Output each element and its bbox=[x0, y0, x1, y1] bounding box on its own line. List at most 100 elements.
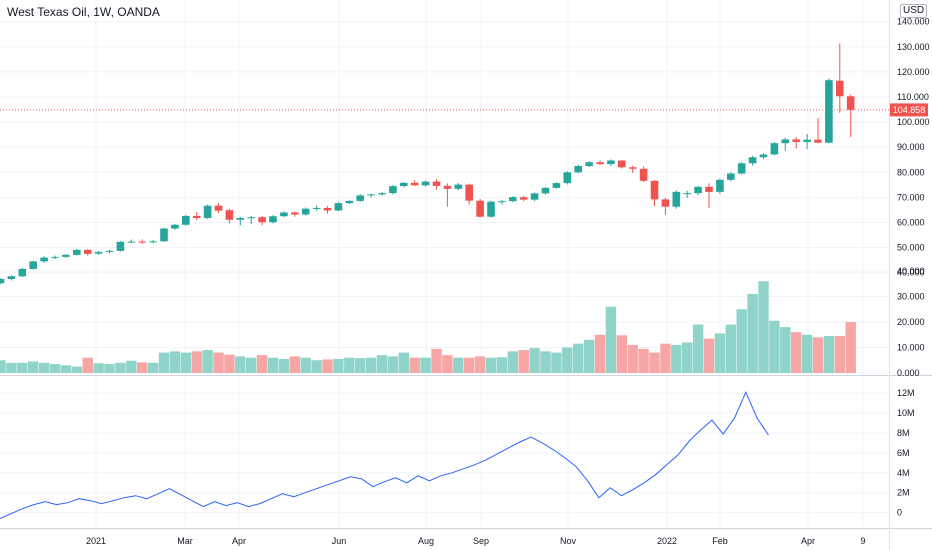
candle-body bbox=[727, 173, 735, 180]
candle-body bbox=[160, 228, 168, 242]
time-tick-label: 2022 bbox=[657, 536, 677, 546]
volume-bar bbox=[605, 306, 617, 373]
candle-body bbox=[291, 212, 299, 215]
candle-body bbox=[214, 205, 223, 211]
volume-bar bbox=[38, 362, 50, 373]
candle-body bbox=[563, 172, 572, 184]
candle-body bbox=[476, 200, 484, 217]
candle-body bbox=[585, 162, 593, 167]
candle-body bbox=[62, 254, 70, 257]
candle-body bbox=[51, 256, 59, 258]
chart-grid bbox=[0, 0, 889, 528]
volume-bar bbox=[583, 339, 595, 373]
volume-bar bbox=[6, 362, 17, 373]
candle-body bbox=[759, 154, 768, 158]
candle-body bbox=[465, 184, 473, 201]
candle-body bbox=[618, 160, 626, 168]
candle-body bbox=[694, 186, 702, 194]
candle-body bbox=[432, 181, 441, 186]
volume-bar bbox=[529, 348, 540, 373]
volume-bar bbox=[453, 357, 464, 373]
volume-bar bbox=[431, 348, 442, 373]
volume-bar bbox=[801, 334, 813, 373]
volume-bar bbox=[692, 324, 704, 373]
volume-bar bbox=[93, 363, 104, 373]
volume-bar bbox=[594, 334, 606, 373]
volume-tick-label: 40.000 bbox=[897, 266, 925, 276]
candle-body bbox=[138, 241, 146, 243]
volume-bar bbox=[300, 357, 311, 373]
volume-bar bbox=[780, 327, 791, 373]
candle-body bbox=[269, 216, 277, 223]
volume-bar bbox=[671, 344, 682, 373]
volume-bar bbox=[812, 337, 824, 373]
indicator-tick-label: 12M bbox=[897, 388, 915, 398]
volume-bar bbox=[616, 335, 627, 373]
price-tick-label: 120.000 bbox=[897, 67, 930, 77]
volume-bar bbox=[49, 364, 61, 373]
price-tick-label: 50.000 bbox=[897, 243, 925, 253]
price-tick-label: 90.000 bbox=[897, 142, 925, 152]
price-tick-label: 140.000 bbox=[897, 17, 930, 27]
volume-bar bbox=[322, 359, 333, 373]
candle-body bbox=[182, 215, 190, 225]
candle-body bbox=[421, 181, 430, 186]
volume-bar bbox=[485, 357, 497, 373]
volume-bar bbox=[518, 350, 529, 373]
time-tick-label: Aug bbox=[418, 536, 434, 546]
candle-body bbox=[29, 261, 37, 269]
candle-body bbox=[236, 217, 245, 220]
volume-bar bbox=[496, 357, 508, 373]
volume-tick-label: 10.000 bbox=[897, 343, 925, 353]
candle-body bbox=[737, 163, 746, 174]
volume-bar bbox=[344, 357, 355, 373]
volume-bar bbox=[191, 351, 202, 373]
indicator-tick-label: 0 bbox=[897, 508, 902, 518]
volume-bar bbox=[442, 355, 453, 373]
currency-badge[interactable]: USD bbox=[900, 4, 928, 18]
candle-body bbox=[748, 157, 757, 164]
volume-bar bbox=[104, 364, 115, 373]
candle-body bbox=[803, 139, 811, 142]
volume-bar bbox=[573, 343, 584, 373]
candle-body bbox=[247, 217, 255, 219]
volume-bar bbox=[126, 360, 137, 373]
time-tick-label: Feb bbox=[712, 536, 728, 546]
volume-bar bbox=[256, 355, 268, 373]
volume-bar bbox=[17, 362, 28, 373]
price-tick-label: 60.000 bbox=[897, 218, 925, 228]
candle-body bbox=[400, 182, 408, 187]
candle-body bbox=[83, 249, 92, 254]
price-tick-label: 130.000 bbox=[897, 42, 930, 52]
volume-bar bbox=[638, 348, 649, 373]
candle-body bbox=[280, 212, 288, 217]
volume-bar bbox=[823, 336, 835, 373]
candle-body bbox=[519, 197, 528, 200]
volume-bar bbox=[169, 351, 181, 373]
volume-bar bbox=[747, 293, 758, 373]
volume-bar bbox=[158, 352, 170, 373]
volume-bar bbox=[714, 333, 726, 373]
volume-bar bbox=[562, 347, 573, 373]
candle-body bbox=[410, 182, 419, 186]
candle-body bbox=[661, 199, 670, 207]
volume-bar bbox=[420, 357, 431, 373]
candle-body bbox=[781, 139, 790, 144]
volume-bar bbox=[180, 352, 191, 373]
volume-bar bbox=[409, 357, 420, 373]
candle-body bbox=[814, 139, 822, 143]
candle-body bbox=[94, 251, 103, 254]
candle-body bbox=[73, 249, 81, 255]
volume-bars bbox=[0, 281, 856, 373]
volume-bar bbox=[540, 351, 551, 373]
candlesticks bbox=[0, 43, 855, 284]
candle-body bbox=[40, 257, 48, 262]
volume-bar bbox=[845, 322, 856, 373]
candle-body bbox=[334, 203, 343, 211]
volume-axis: 40.000 30.000 20.000 10.000 0.000 bbox=[897, 266, 925, 378]
candle-body bbox=[323, 207, 332, 211]
chart-title: West Texas Oil, 1W, OANDA bbox=[7, 5, 160, 19]
candle-body bbox=[683, 193, 691, 195]
candle-body bbox=[149, 241, 157, 243]
